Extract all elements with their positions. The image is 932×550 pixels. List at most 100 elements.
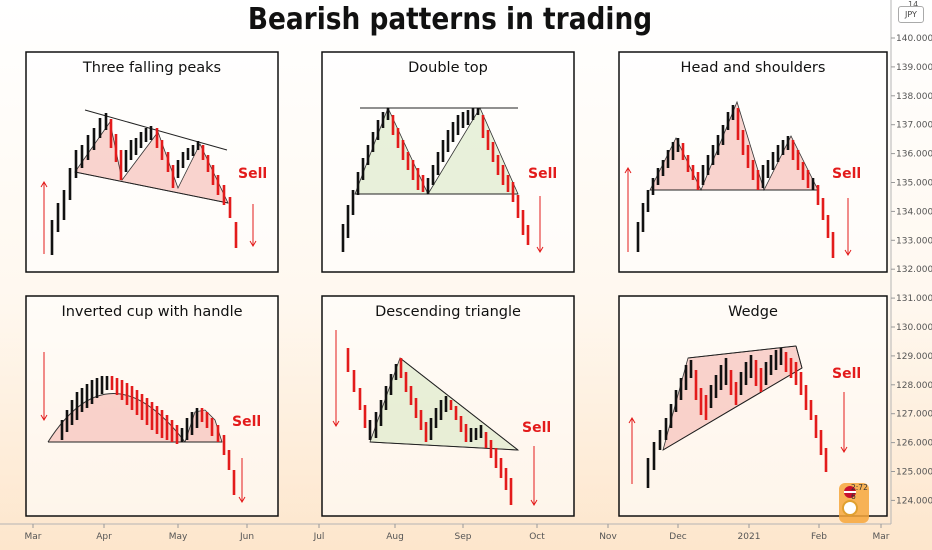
bear-candle: [734, 382, 738, 405]
pattern-trendline: [687, 345, 797, 359]
currency-badge[interactable]: JPY: [898, 6, 924, 23]
bull-candle: [361, 158, 365, 180]
bull-candle: [144, 128, 148, 142]
bull-candle: [786, 136, 790, 150]
price-tick-label: 126.000: [896, 439, 932, 449]
bull-candle: [439, 400, 443, 420]
price-tick-label: 138.000: [896, 92, 932, 102]
bull-candle: [658, 430, 662, 450]
bear-candle: [804, 385, 808, 410]
bull-candle: [774, 350, 778, 370]
sell-signal-label: Sell: [238, 166, 267, 182]
bull-candle: [701, 165, 705, 185]
bull-candle: [180, 428, 184, 442]
bear-candle: [491, 142, 495, 162]
bull-candle: [656, 168, 660, 185]
bear-candle: [509, 478, 513, 505]
bear-candle: [404, 372, 408, 392]
bear-candle: [399, 358, 403, 378]
trend-arrow-head: [840, 446, 848, 453]
bear-candle: [166, 152, 170, 172]
bear-candle: [160, 140, 164, 160]
bull-candle: [191, 145, 195, 156]
price-tick-label: 124.000: [896, 496, 932, 506]
bull-candle: [646, 458, 650, 488]
trend-arrow-head: [844, 249, 852, 256]
bull-candle: [95, 378, 99, 398]
bear-candle: [110, 376, 114, 390]
bull-candle: [80, 145, 84, 168]
bull-candle: [90, 380, 94, 404]
pattern-panel-title: Descending triangle: [375, 304, 521, 320]
bull-candle: [476, 108, 480, 115]
bull-candle: [761, 165, 765, 188]
bull-candle: [366, 145, 370, 165]
bull-candle: [139, 132, 143, 148]
bear-candle: [799, 372, 803, 395]
tradingview-logo-icon[interactable]: [838, 482, 870, 524]
corner-badge-line2: 6: [851, 492, 856, 501]
time-tick-label: Oct: [529, 532, 545, 542]
pattern-trendline: [795, 345, 803, 369]
bear-candle: [796, 150, 800, 170]
bull-candle: [479, 425, 483, 438]
pattern-trendline: [662, 367, 803, 451]
bull-candle: [181, 152, 185, 168]
bull-candle: [195, 408, 199, 428]
bull-candle: [80, 388, 84, 412]
bull-candle: [50, 220, 54, 255]
bear-candle: [694, 370, 698, 400]
bear-candle: [222, 185, 226, 205]
corner-badge-text: 2:72 6: [851, 483, 868, 501]
bull-candle: [689, 360, 693, 378]
bear-candle: [789, 358, 793, 378]
time-tick-label: Mar: [873, 532, 890, 542]
bull-candle: [100, 376, 104, 394]
bear-candle: [449, 400, 453, 410]
price-tick-label: 135.000: [896, 179, 932, 189]
bear-candle: [824, 448, 828, 472]
bull-candle: [70, 400, 74, 425]
bear-candle: [831, 232, 835, 258]
bull-candle: [429, 418, 433, 440]
bull-candle: [436, 152, 440, 175]
price-axis-top-label: 14: [908, 0, 919, 9]
bull-candle: [75, 392, 79, 420]
trend-arrow-head: [530, 499, 538, 506]
bear-candle: [814, 415, 818, 438]
bear-candle: [216, 175, 220, 195]
bull-candle: [706, 155, 710, 175]
bear-candle: [140, 394, 144, 420]
trend-arrow-head: [238, 496, 246, 503]
bear-candle: [454, 406, 458, 420]
page-title: Bearish patterns in trading: [247, 2, 653, 37]
bear-candle: [358, 388, 362, 410]
pattern-panel-6: Wedge Sell: [618, 295, 888, 517]
bull-candle: [74, 150, 78, 178]
bull-candle: [811, 178, 815, 190]
sell-signal-label: Sell: [232, 414, 261, 430]
bear-candle: [699, 388, 703, 415]
bear-candle: [401, 140, 405, 160]
bear-candle: [414, 398, 418, 418]
bear-candle: [396, 128, 400, 148]
bull-candle: [346, 205, 350, 238]
bull-candle: [471, 108, 475, 120]
pattern-panel-title: Double top: [408, 60, 488, 76]
bull-candle: [92, 128, 96, 150]
trend-arrow-head: [332, 420, 340, 427]
bear-candle: [165, 415, 169, 440]
bull-candle: [444, 396, 448, 412]
bear-candle: [516, 195, 520, 218]
bull-candle: [341, 224, 345, 252]
bear-candle: [741, 130, 745, 155]
price-tick-label: 133.000: [896, 236, 932, 246]
bull-candle: [719, 365, 723, 390]
bull-candle: [769, 355, 773, 375]
time-tick-label: Apr: [96, 532, 112, 542]
bull-candle: [781, 140, 785, 155]
bear-candle: [216, 425, 220, 442]
bull-candle: [86, 135, 90, 160]
bear-candle: [459, 416, 463, 432]
bull-candle: [105, 376, 109, 390]
